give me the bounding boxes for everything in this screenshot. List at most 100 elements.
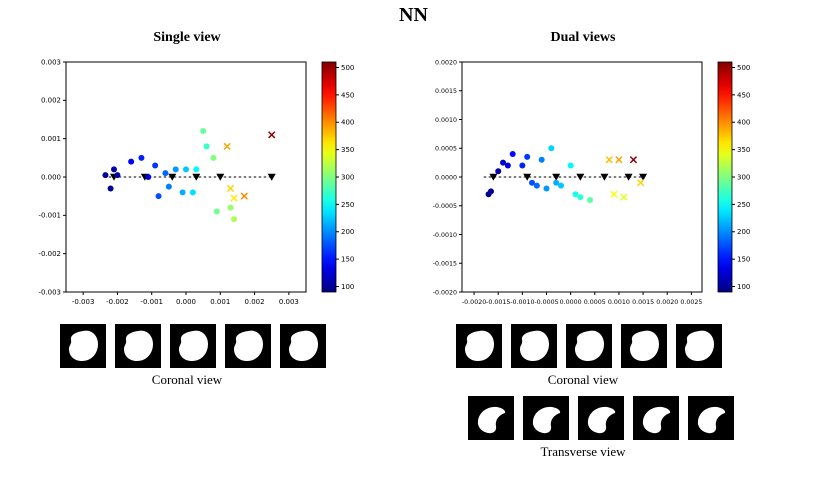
figure-title: NN <box>399 4 428 26</box>
y-tick-label: 0.003 <box>41 58 61 66</box>
y-tick-label: -0.002 <box>38 250 61 258</box>
data-point <box>586 197 593 203</box>
x-tick-label: -0.003 <box>72 298 95 306</box>
colorbar-tick-label: 200 <box>737 228 750 236</box>
colorbar-tick-label: 100 <box>341 283 354 291</box>
data-point <box>152 162 159 169</box>
colorbar-tick-label: 100 <box>737 283 750 291</box>
x-tick-label: -0.001 <box>140 298 163 306</box>
y-tick-label: 0.0010 <box>435 117 457 124</box>
coronal-slice-image <box>511 324 557 368</box>
colorbar-tick-label: 500 <box>737 64 750 72</box>
data-point <box>504 162 511 169</box>
colorbar-tick-label: 150 <box>341 256 354 264</box>
data-point <box>500 159 507 166</box>
x-tick-label: 0.0025 <box>680 299 702 306</box>
transverse-slice-image <box>688 396 734 440</box>
data-point <box>107 185 114 192</box>
data-point <box>210 154 217 161</box>
y-tick-label: 0.0000 <box>435 174 457 181</box>
x-marker <box>615 156 623 164</box>
triangle-marker <box>523 173 532 181</box>
colorbar-tick-label: 300 <box>341 173 354 181</box>
data-point <box>577 194 584 201</box>
colorbar <box>321 61 337 293</box>
data-point <box>538 156 545 163</box>
x-marker <box>620 193 628 201</box>
x-marker <box>610 190 618 198</box>
transverse-thumbnail <box>468 396 514 440</box>
panel-title-dual-views: Dual views <box>550 30 616 45</box>
triangle-marker <box>216 173 225 181</box>
data-point <box>155 193 162 200</box>
y-tick-label: -0.0010 <box>433 232 457 239</box>
x-tick-label: 0.000 <box>176 298 196 306</box>
data-point <box>183 166 189 173</box>
x-tick-label: 0.0015 <box>632 299 654 306</box>
transverse-slice-image <box>578 396 624 440</box>
data-point <box>189 189 196 196</box>
data-point <box>553 179 560 186</box>
x-tick-label: 0.002 <box>245 298 265 306</box>
coronal-thumbnail <box>115 324 161 368</box>
coronal-thumbnail <box>676 324 722 368</box>
x-tick-label: 0.0010 <box>608 299 630 306</box>
y-tick-label: -0.003 <box>38 288 61 296</box>
coronal-slice-image <box>115 324 161 368</box>
y-tick-label: -0.0005 <box>433 203 457 210</box>
colorbar-tick-label: 350 <box>341 146 354 154</box>
data-point <box>524 153 531 160</box>
transverse-slice-image <box>468 396 514 440</box>
coronal-thumbnail <box>170 324 216 368</box>
data-point <box>193 166 200 173</box>
transverse-slice-image <box>633 396 679 440</box>
colorbar-tick-label: 450 <box>341 91 354 99</box>
x-marker <box>226 184 235 193</box>
data-point <box>572 191 579 198</box>
x-tick-label: 0.003 <box>279 298 299 306</box>
y-tick-label: -0.0020 <box>433 289 457 296</box>
colorbar <box>717 61 733 293</box>
x-marker <box>230 194 238 202</box>
caption-coronal-dual: Coronal view <box>547 372 619 387</box>
triangle-marker <box>192 173 201 181</box>
x-tick-label: -0.0015 <box>486 299 510 306</box>
data-point <box>533 182 540 189</box>
coronal-thumbnail <box>566 324 612 368</box>
thumbnail-row-coronal-single <box>60 324 404 368</box>
data-point <box>138 154 145 161</box>
transverse-thumbnail <box>633 396 679 440</box>
data-point <box>231 216 237 223</box>
x-tick-label: -0.0020 <box>462 299 486 306</box>
panel-dual-views: Dual views -0.0020 -0.0015 -0.0010 -0.0005 0… <box>400 30 827 460</box>
colorbar-tick-label: 500 <box>341 64 354 72</box>
data-point <box>203 143 210 150</box>
panel-single-view: Single view -0.003 -0.002 -0.001 0.000 0.001… <box>4 30 404 388</box>
coronal-slice-image <box>676 324 722 368</box>
caption-transverse-dual: Transverse view <box>540 444 626 459</box>
triangle-marker <box>267 173 276 181</box>
coronal-slice-image <box>60 324 106 368</box>
caption-coronal-single: Coronal view <box>151 372 223 387</box>
data-point <box>567 162 574 169</box>
coronal-slice-image <box>456 324 502 368</box>
coronal-thumbnail <box>621 324 667 368</box>
coronal-slice-image <box>170 324 216 368</box>
transverse-slice-image <box>523 396 569 440</box>
y-tick-label: 0.001 <box>41 135 61 143</box>
triangle-marker <box>600 173 609 181</box>
coronal-thumbnail <box>225 324 271 368</box>
single-view-scatter-plot: -0.003 -0.002 -0.001 0.000 0.001 0.002 0.003 -0… <box>38 58 354 306</box>
coronal-thumbnail <box>511 324 557 368</box>
x-tick-label: 0.0020 <box>656 299 678 306</box>
data-point <box>111 166 117 173</box>
data-point <box>102 172 109 179</box>
transverse-thumbnail <box>578 396 624 440</box>
x-tick-label: -0.0010 <box>510 299 534 306</box>
coronal-thumbnail <box>280 324 326 368</box>
triangle-marker <box>639 173 648 181</box>
y-tick-label: 0.0005 <box>435 146 457 153</box>
x-marker <box>605 156 613 164</box>
panel-title-single-view: Single view <box>153 30 221 45</box>
